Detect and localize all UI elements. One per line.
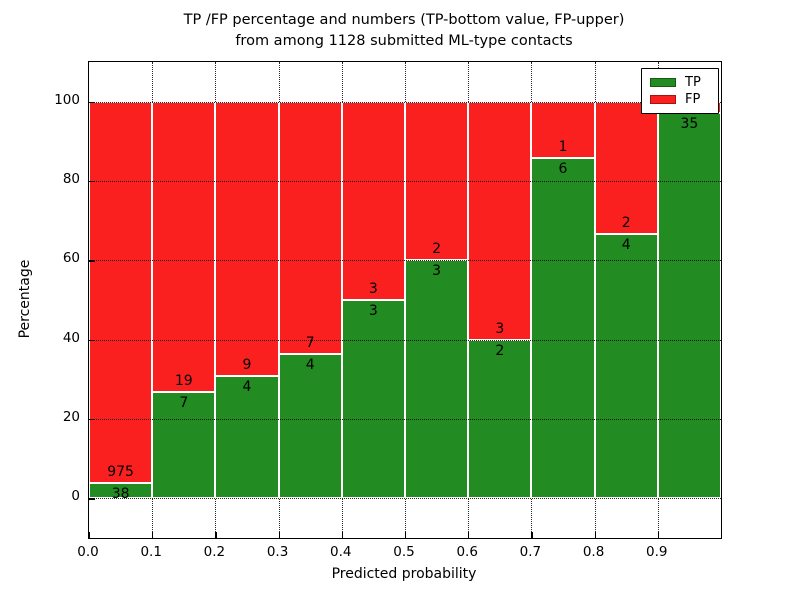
x-tick-label: 0.0 [77,544,99,560]
x-tick-mark [405,532,407,538]
x-tick-label: 0.2 [203,544,226,560]
fp-count-label: 9 [242,357,252,374]
bar-tp-segment [468,339,532,499]
x-tick-label: 0.4 [330,544,352,560]
gridline-horizontal [89,339,721,341]
fp-count-label: 3 [495,320,505,337]
tp-count-label: 4 [242,379,252,396]
x-tick-mark [215,532,217,538]
bar-tp-segment [405,260,469,499]
y-tick-mark [89,339,95,341]
y-axis-label: Percentage [17,259,33,339]
legend: TP FP [641,68,719,114]
chart-title: TP /FP percentage and numbers (TP-bottom… [88,10,720,52]
tp-count-label: 3 [432,263,442,280]
y-tick-label: 80 [62,171,80,187]
tp-count-label: 6 [558,161,568,178]
bar-fp-segment [89,101,153,484]
gridline-horizontal [89,101,721,103]
x-tick-label: 0.7 [519,544,542,560]
plot-area: 9753819794743323321624135 TP FP [88,61,722,539]
bar-tp-segment [657,112,721,499]
tp-count-label: 4 [305,357,315,374]
x-tick-label: 0.6 [456,544,478,560]
fp-count-label: 2 [432,241,442,258]
x-tick-label: 0.5 [393,544,415,560]
y-tick-label: 100 [54,91,80,108]
bar-fp-segment [341,101,405,300]
bar-tp-segment [594,233,658,499]
fp-count-label: 1 [558,139,568,156]
y-tick-label: 0 [71,488,80,505]
legend-label-fp: FP [685,92,701,107]
y-tick-mark [89,419,95,421]
fp-count-label: 3 [368,281,378,297]
fp-count-label: 2 [621,214,631,231]
fp-count-label: 975 [107,464,134,481]
y-tick-mark [89,498,95,500]
bar-fp-segment [215,101,279,377]
y-tick-mark [89,260,95,262]
y-tick-mark [89,101,95,103]
x-tick-label: 0.3 [266,544,289,560]
legend-entry-tp: TP [650,74,712,91]
tp-count-label: 38 [111,486,130,503]
x-tick-label: 0.1 [140,544,162,560]
bar-tp-segment [215,376,279,499]
y-tick-label: 60 [62,250,80,267]
x-tick-mark [468,532,470,538]
y-tick-mark [89,181,95,183]
tp-count-label: 4 [621,236,631,253]
legend-entry-fp: FP [650,91,712,108]
bar-fp-segment [594,101,658,234]
y-tick-label: 20 [62,409,80,425]
legend-swatch-fp-icon [650,95,676,104]
chart-title-line1: TP /FP percentage and numbers (TP-bottom… [183,12,625,28]
x-tick-mark [152,532,154,538]
x-tick-mark [278,532,280,538]
bar-fp-segment [278,101,342,355]
legend-label-tp: TP [685,75,701,90]
x-tick-mark [594,532,596,538]
x-tick-mark [341,532,343,538]
gridline-horizontal [89,498,721,500]
tp-count-label: 7 [179,394,189,411]
x-axis-label: Predicted probability [331,566,477,582]
x-tick-mark [531,532,533,538]
chart-title-line2: from among 1128 submitted ML-type contac… [235,33,573,49]
fp-count-label: 19 [174,372,193,389]
fp-count-label: 7 [305,335,315,352]
gridline-horizontal [89,419,721,420]
bar-tp-segment [341,300,405,499]
x-tick-mark [89,532,91,538]
bar-tp-segment [278,354,342,499]
bar-tp-segment [89,483,153,499]
y-tick-label: 40 [62,329,80,346]
x-tick-mark [657,532,659,538]
tp-count-label: 3 [368,303,378,319]
tp-count-label: 35 [680,115,699,132]
tp-count-label: 2 [495,342,505,359]
bar-fp-segment [152,101,216,392]
gridline-horizontal [89,181,721,182]
bar-fp-segment [405,101,469,261]
legend-swatch-tp-icon [650,78,676,87]
bar-fp-segment [531,101,595,159]
gridline-horizontal [89,260,721,262]
bar-tp-segment [531,158,595,499]
bar-fp-segment [468,101,532,340]
bar-tp-segment [152,391,216,499]
x-tick-label: 0.8 [582,544,605,560]
x-tick-label: 0.9 [646,544,668,560]
